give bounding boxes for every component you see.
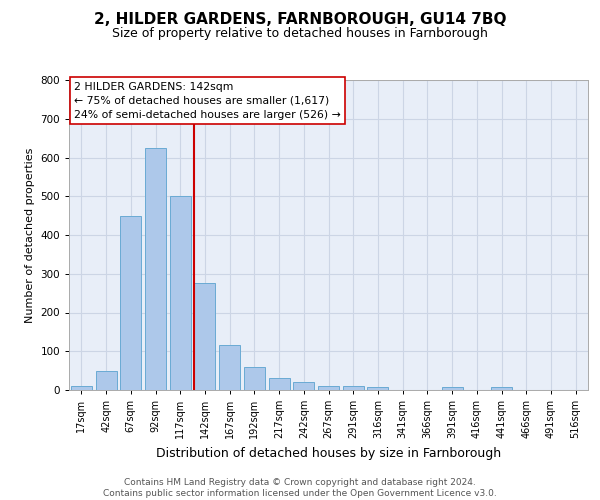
X-axis label: Distribution of detached houses by size in Farnborough: Distribution of detached houses by size …: [156, 446, 501, 460]
Bar: [318, 386, 339, 390]
Bar: [269, 378, 290, 390]
Y-axis label: Number of detached properties: Number of detached properties: [25, 148, 35, 322]
Bar: [170, 196, 191, 390]
Bar: [491, 387, 512, 390]
Text: 2, HILDER GARDENS, FARNBOROUGH, GU14 7BQ: 2, HILDER GARDENS, FARNBOROUGH, GU14 7BQ: [94, 12, 506, 28]
Bar: [71, 386, 92, 390]
Bar: [442, 387, 463, 390]
Text: Size of property relative to detached houses in Farnborough: Size of property relative to detached ho…: [112, 28, 488, 40]
Bar: [95, 370, 116, 390]
Text: Contains HM Land Registry data © Crown copyright and database right 2024.
Contai: Contains HM Land Registry data © Crown c…: [103, 478, 497, 498]
Bar: [194, 284, 215, 390]
Bar: [120, 216, 141, 390]
Bar: [293, 382, 314, 390]
Bar: [219, 346, 240, 390]
Bar: [367, 387, 388, 390]
Text: 2 HILDER GARDENS: 142sqm
← 75% of detached houses are smaller (1,617)
24% of sem: 2 HILDER GARDENS: 142sqm ← 75% of detach…: [74, 82, 341, 120]
Bar: [244, 367, 265, 390]
Bar: [343, 386, 364, 390]
Bar: [145, 148, 166, 390]
